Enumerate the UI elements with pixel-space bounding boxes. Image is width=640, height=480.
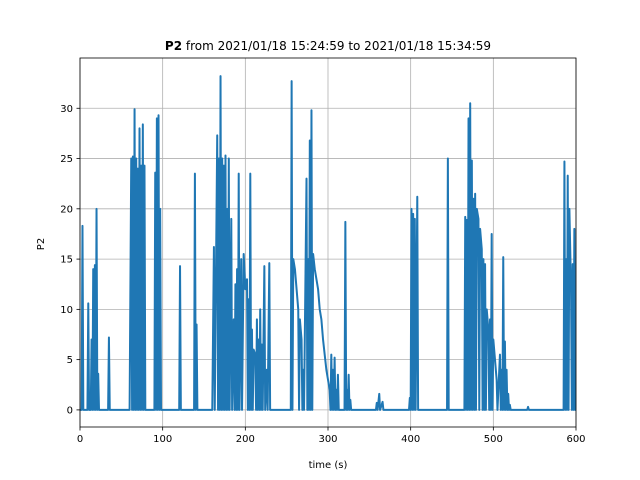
x-tick-label: 500 bbox=[484, 434, 503, 445]
chart-title-bold: P2 bbox=[165, 39, 182, 53]
series-line bbox=[80, 75, 577, 411]
y-tick-label: 20 bbox=[60, 204, 73, 215]
y-tick-label: 25 bbox=[60, 154, 73, 165]
x-axis-label: time (s) bbox=[309, 460, 348, 471]
x-tick-label: 600 bbox=[566, 434, 585, 445]
plot-area: 0 100 200 300 400 500 600 0 5 10 15 20 25 30 bbox=[60, 57, 586, 445]
y-tick-label: 10 bbox=[60, 305, 73, 316]
x-tick-label: 200 bbox=[236, 434, 255, 445]
y-tick-label: 0 bbox=[67, 405, 73, 416]
chart-title-rest: from 2021/01/18 15:24:59 to 2021/01/18 1… bbox=[182, 39, 491, 53]
y-tick-label: 5 bbox=[67, 355, 73, 366]
y-tick-label: 30 bbox=[60, 104, 73, 115]
y-tick-label: 15 bbox=[60, 255, 73, 266]
chart-title: P2 from 2021/01/18 15:24:59 to 2021/01/1… bbox=[165, 39, 491, 53]
x-tick-label: 400 bbox=[401, 434, 420, 445]
x-tick-label: 300 bbox=[318, 434, 337, 445]
x-tick-label: 100 bbox=[153, 434, 172, 445]
y-axis-label: P2 bbox=[36, 238, 47, 250]
x-tick-label: 0 bbox=[77, 434, 83, 445]
